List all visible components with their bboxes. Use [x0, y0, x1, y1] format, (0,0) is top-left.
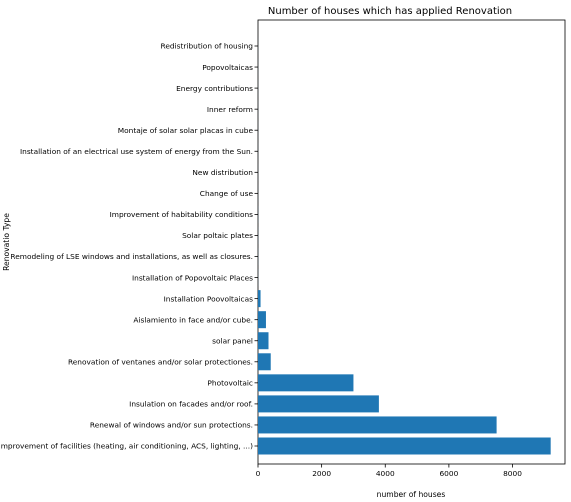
- bar: [258, 332, 269, 350]
- y-tick-label: Solar poltaic plates: [182, 231, 253, 240]
- y-tick-label: Improvement of habitability conditions: [110, 210, 254, 219]
- y-tick-label: Installation Poovoltaicas: [164, 294, 254, 303]
- y-tick-label: New distribution: [192, 168, 253, 177]
- x-tick-label: 4000: [376, 469, 395, 478]
- y-tick-label: Photovoltaic: [207, 379, 253, 388]
- y-tick-label: Renewal of windows and/or sun protection…: [90, 421, 253, 430]
- y-tick-label: Insulation on facades and/or roof.: [129, 400, 253, 409]
- y-tick-label: Inner reform: [207, 105, 253, 114]
- y-tick-group: Improvement of facilities (heating, air …: [0, 42, 258, 451]
- y-tick-label: solar panel: [212, 336, 253, 345]
- bars-group: [258, 37, 551, 455]
- bar: [258, 374, 354, 392]
- chart-title: Number of houses which has applied Renov…: [268, 6, 512, 17]
- x-tick-label: 0: [256, 469, 261, 478]
- y-tick-label: Remodeling of LSE windows and installati…: [10, 252, 253, 261]
- x-tick-label: 6000: [439, 469, 458, 478]
- y-tick-label: Aislamiento in face and/or cube.: [133, 315, 253, 324]
- y-tick-label: Redistribution of housing: [161, 42, 254, 51]
- y-tick-label: Improvement of facilities (heating, air …: [0, 442, 253, 451]
- bar: [258, 353, 271, 371]
- x-tick-label: 2000: [312, 469, 331, 478]
- y-tick-label: Popovoltaicas: [202, 63, 253, 72]
- bar: [258, 290, 261, 308]
- y-tick-label: Renovation of ventanes and/or solar prot…: [68, 357, 253, 366]
- x-axis-label: number of houses: [377, 490, 446, 499]
- y-tick-label: Energy contributions: [176, 84, 253, 93]
- bar: [258, 416, 497, 434]
- x-tick-label: 8000: [503, 469, 522, 478]
- y-axis-label: Renovatio Type: [2, 213, 11, 271]
- y-tick-label: Change of use: [200, 189, 254, 198]
- bar: [258, 311, 266, 329]
- bar: [258, 395, 379, 413]
- y-tick-label: Installation of an electrical use system…: [20, 147, 253, 156]
- bar: [258, 437, 551, 455]
- y-tick-label: Montaje of solar solar placas in cube: [118, 126, 254, 135]
- y-tick-label: Installation of Popovoltaic Places: [132, 273, 253, 282]
- x-tick-group: 0 2000 4000 6000 8000: [256, 464, 522, 478]
